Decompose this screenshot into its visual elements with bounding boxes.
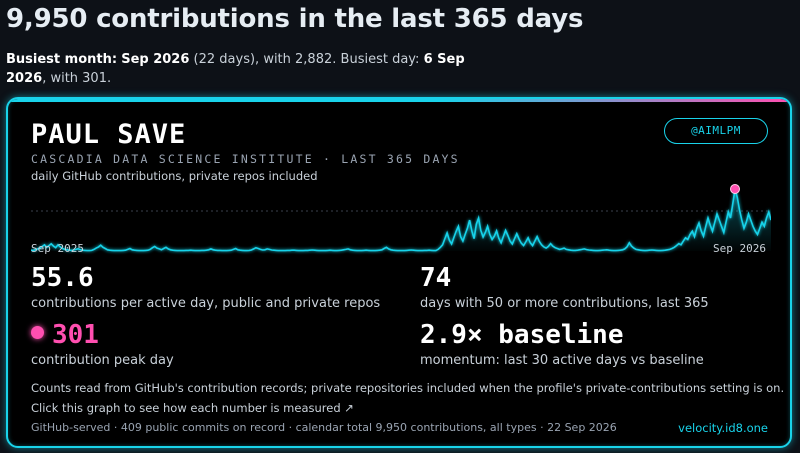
chart-description: daily GitHub contributions, private repo… xyxy=(31,169,318,183)
peak-dot-icon xyxy=(31,326,44,339)
busiest-day-detail: , with 301. xyxy=(42,71,112,86)
organization-line: CASCADIA DATA SCIENCE INSTITUTE · LAST 3… xyxy=(31,152,460,166)
sparkline-area xyxy=(31,189,771,251)
contribution-sparkline[interactable] xyxy=(31,181,771,255)
stat-high-days: 74 xyxy=(420,263,452,293)
stat-avg-label: contributions per active day, public and… xyxy=(31,296,381,311)
site-link[interactable]: velocity.id8.one xyxy=(678,421,768,435)
data-source-note: Counts read from GitHub's contribution r… xyxy=(31,381,785,395)
peak-day-marker xyxy=(730,184,740,194)
card-top-accent xyxy=(8,99,790,102)
busiest-month: Sep 2026 xyxy=(121,52,190,67)
stat-peak-day: 301 xyxy=(31,320,99,350)
stat-momentum-label: momentum: last 30 active days vs baselin… xyxy=(420,353,704,368)
profile-name: PAUL SAVE xyxy=(31,119,187,150)
stat-avg-per-active-day: 55.6 xyxy=(31,263,94,293)
contribution-card[interactable]: PAUL SAVE @AIMLPM CASCADIA DATA SCIENCE … xyxy=(6,97,792,448)
card-footer: GitHub-served · 409 public commits on re… xyxy=(31,421,617,434)
stat-high-days-label: days with 50 or more contributions, last… xyxy=(420,296,709,311)
busiest-month-detail: (22 days), with 2,882. xyxy=(193,52,337,67)
busiest-month-label: Busiest month: xyxy=(6,52,118,67)
busiest-day: 6 Sep 2026 xyxy=(6,52,465,86)
axis-start-label: Sep 2025 xyxy=(31,242,84,255)
page-headline: 9,950 contributions in the last 365 days xyxy=(6,4,584,34)
stat-momentum: 2.9× baseline xyxy=(420,320,624,350)
busiest-summary: Busiest month: Sep 2026 (22 days), with … xyxy=(6,50,506,88)
methodology-link[interactable]: Click this graph to see how each number … xyxy=(31,401,354,415)
stat-peak-value: 301 xyxy=(52,320,99,350)
profile-handle-badge[interactable]: @AIMLPM xyxy=(664,118,768,144)
stat-peak-label: contribution peak day xyxy=(31,353,174,368)
axis-end-label: Sep 2026 xyxy=(713,242,766,255)
busiest-day-label: Busiest day: xyxy=(340,52,420,67)
sparkline-line xyxy=(31,188,771,252)
